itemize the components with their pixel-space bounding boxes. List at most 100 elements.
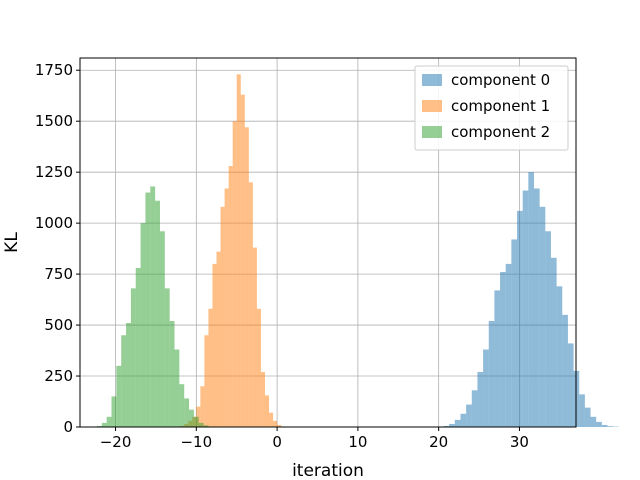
x-axis-label: iteration	[292, 461, 364, 480]
y-tick-label: 0	[63, 418, 73, 436]
histogram-bar	[471, 390, 478, 427]
histogram-bar	[200, 386, 205, 427]
histogram-bar	[240, 94, 245, 427]
histogram-bar	[150, 186, 156, 427]
histogram-bar	[228, 166, 233, 427]
histogram-bar	[135, 267, 141, 427]
histogram-bar	[198, 422, 204, 427]
histogram-bar	[488, 320, 495, 427]
histogram-bar	[224, 188, 229, 427]
histogram-bar	[277, 424, 282, 427]
histogram-bar	[252, 247, 257, 427]
x-tick-label: 0	[272, 433, 282, 451]
histogram-bar	[155, 200, 160, 427]
histogram-bar	[260, 371, 265, 427]
histogram-bar	[169, 320, 175, 427]
histogram-bar	[528, 172, 534, 427]
histogram-bar	[517, 210, 523, 427]
histogram-bar	[236, 74, 241, 428]
series-0-bars	[443, 172, 619, 427]
x-tick-label: −20	[100, 433, 132, 451]
histogram-bar	[244, 127, 249, 428]
histogram-bar	[466, 404, 472, 427]
histogram-bar	[216, 251, 221, 427]
legend-swatch	[422, 126, 442, 138]
histogram-bar	[140, 223, 146, 427]
histogram-bar	[562, 314, 568, 427]
histogram-bar	[494, 290, 501, 427]
x-tick-label: 30	[510, 433, 529, 451]
histogram-bar	[159, 231, 165, 427]
histogram-bar	[193, 416, 199, 427]
histogram-bar	[607, 426, 614, 427]
histogram-bar	[500, 272, 506, 427]
histogram-bar	[248, 182, 253, 427]
histogram-bar	[460, 413, 467, 427]
histogram-bar	[483, 349, 489, 427]
histogram-bar	[106, 416, 112, 427]
histogram-bar	[533, 188, 540, 427]
histogram-bar	[212, 263, 217, 427]
ticks: −20 −10 0 10 20 30 0 250 500 750 1000 1250 1500 1750	[35, 61, 529, 451]
y-tick-label: 1500	[35, 112, 73, 130]
histogram-bar	[164, 288, 170, 427]
histogram-bar	[130, 288, 136, 427]
x-tick-label: 20	[429, 433, 448, 451]
y-tick-label: 250	[44, 367, 73, 385]
histogram-bar	[477, 371, 484, 427]
x-tick-label: 10	[348, 433, 367, 451]
histogram-bar	[567, 343, 574, 427]
histogram-bar	[596, 421, 602, 427]
histogram-bar	[220, 206, 225, 427]
y-tick-label: 500	[44, 316, 73, 334]
histogram-bar	[203, 425, 209, 427]
histogram-bar	[550, 257, 557, 427]
histogram-bar	[539, 206, 546, 427]
histogram-bar	[126, 323, 131, 427]
plot-area-frame	[79, 57, 577, 428]
histogram-bar	[579, 394, 585, 427]
histogram-bar	[269, 412, 274, 427]
histogram-bar	[204, 335, 209, 427]
y-axis-label: KL	[2, 232, 22, 253]
histogram-bar	[511, 239, 518, 427]
histogram-bar	[590, 416, 597, 427]
legend-swatch	[422, 100, 442, 112]
legend-label: component 1	[451, 97, 550, 115]
histogram-bar	[145, 192, 151, 427]
histogram-bar	[96, 425, 102, 427]
series-2-bars	[96, 186, 209, 427]
histogram-bar	[116, 365, 122, 427]
legend-box	[414, 65, 569, 151]
histogram-bar	[522, 190, 529, 427]
histogram-bar	[556, 286, 563, 427]
bars	[96, 74, 619, 428]
histogram-bar	[208, 308, 213, 427]
histogram-bar	[179, 384, 185, 427]
histogram-bar	[264, 395, 270, 427]
histogram-bar	[449, 423, 455, 427]
histogram-bar	[545, 231, 551, 427]
histogram-bar	[443, 425, 450, 427]
histogram-bar	[111, 396, 117, 427]
histogram-bar	[601, 424, 608, 427]
histogram-bar	[273, 420, 278, 427]
histogram-bar	[505, 263, 512, 427]
y-tick-label: 1000	[35, 214, 73, 232]
series-1-bars	[180, 74, 286, 428]
histogram-bar	[121, 335, 127, 427]
histogram-bar	[101, 422, 107, 427]
legend-label: component 0	[451, 71, 550, 89]
histogram-bar	[174, 349, 180, 427]
legend-swatch	[422, 74, 442, 86]
y-tick-label: 1750	[35, 61, 73, 79]
histogram-bar	[454, 419, 461, 427]
legend: component 0 component 1 component 2	[414, 65, 569, 151]
histogram-bar	[189, 409, 194, 427]
histogram-bar	[184, 398, 190, 427]
y-tick-label: 1250	[35, 163, 73, 181]
x-tick-label: −10	[180, 433, 212, 451]
legend-label: component 2	[451, 123, 550, 141]
histogram-bar	[256, 308, 261, 427]
